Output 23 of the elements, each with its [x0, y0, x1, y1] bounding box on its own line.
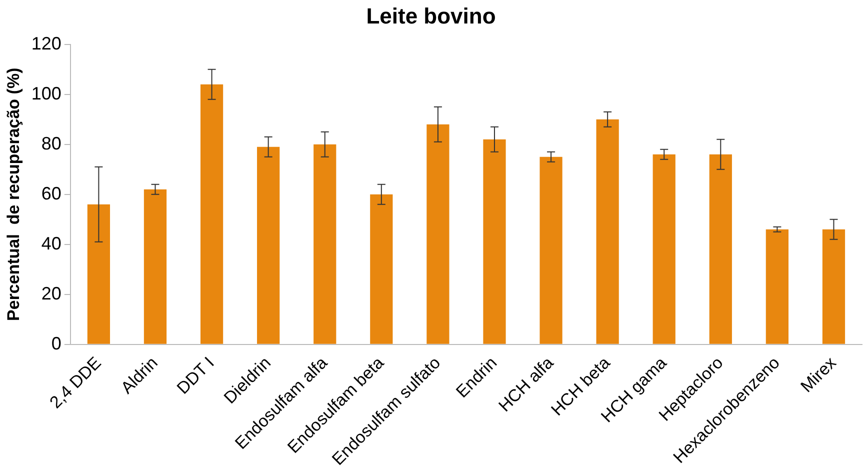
bar	[144, 189, 167, 344]
bar	[370, 194, 393, 344]
bar	[652, 154, 676, 344]
bar	[257, 146, 280, 344]
bar	[709, 154, 732, 344]
y-tick-label: 40	[41, 233, 62, 254]
bar	[766, 229, 788, 344]
y-tick-label: 0	[51, 333, 62, 354]
y-tick-label: 120	[31, 33, 62, 54]
bar	[483, 139, 506, 344]
y-tick-label: 60	[41, 183, 62, 204]
y-tick-label: 100	[31, 83, 62, 104]
bar	[596, 119, 619, 344]
y-tick-label: 20	[41, 283, 62, 304]
bar	[314, 144, 336, 344]
bar	[426, 124, 450, 344]
y-tick-label: 80	[41, 133, 62, 154]
y-axis-title: Percentual de recuperação (%)	[4, 68, 23, 321]
bar	[87, 204, 110, 344]
bar	[540, 156, 562, 344]
bar	[822, 229, 846, 344]
chart-title: Leite bovino	[366, 3, 496, 28]
bar	[200, 84, 224, 344]
